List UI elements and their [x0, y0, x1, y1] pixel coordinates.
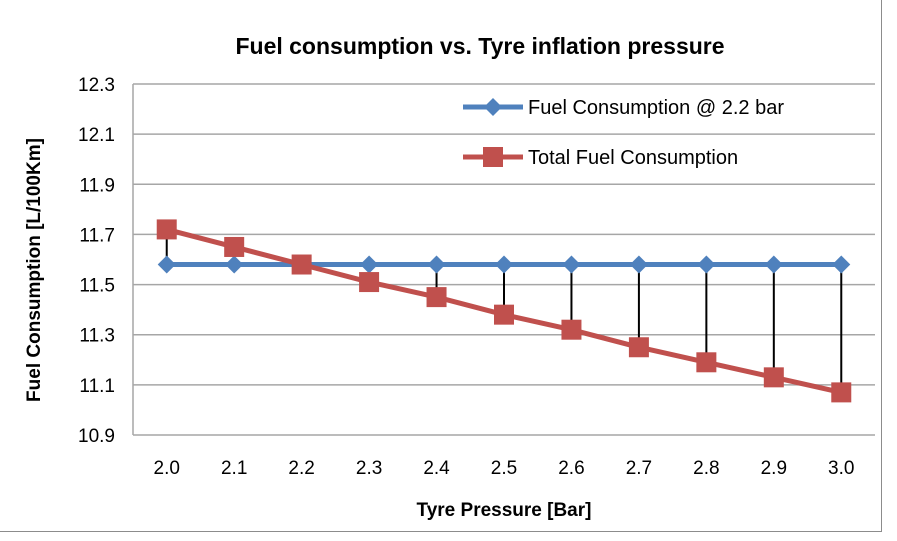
diamond-marker — [764, 255, 783, 274]
diamond-marker — [484, 98, 502, 116]
diamond-marker — [629, 255, 648, 274]
square-marker — [763, 367, 784, 388]
diamond-marker — [427, 255, 446, 274]
y-axis-label: Fuel Consumption [L/100Km] — [24, 138, 45, 402]
square-marker — [696, 352, 717, 373]
diamond-marker — [225, 255, 244, 274]
square-marker — [156, 219, 177, 240]
y-tick-label: 11.7 — [79, 225, 115, 246]
chart-frame — [0, 0, 882, 532]
diamond-marker — [697, 255, 716, 274]
y-tick-label: 11.9 — [79, 175, 115, 196]
square-marker — [561, 319, 582, 340]
x-tick-label: 2.7 — [626, 458, 652, 479]
square-marker — [628, 337, 649, 358]
legend-label: Total Fuel Consumption — [528, 147, 738, 169]
x-tick-label: 3.0 — [828, 458, 854, 479]
y-tick-label: 10.9 — [78, 426, 115, 447]
x-axis-label: Tyre Pressure [Bar] — [417, 500, 592, 521]
diamond-marker — [157, 255, 176, 274]
square-marker — [831, 382, 852, 403]
square-marker — [483, 147, 503, 167]
x-tick-label: 2.1 — [221, 458, 247, 479]
diamond-marker — [495, 255, 513, 274]
diamond-marker — [832, 255, 851, 274]
x-tick-label: 2.6 — [558, 458, 584, 479]
square-marker — [224, 236, 245, 257]
x-tick-label: 2.5 — [491, 458, 517, 479]
x-tick-label: 2.8 — [693, 458, 719, 479]
x-tick-label: 2.2 — [288, 458, 314, 479]
square-marker — [494, 304, 514, 325]
square-marker — [359, 272, 380, 293]
y-tick-label: 12.1 — [78, 125, 115, 146]
y-tick-label: 11.1 — [79, 376, 115, 397]
x-tick-label: 2.3 — [356, 458, 382, 479]
square-marker — [291, 254, 312, 275]
x-tick-label: 2.4 — [423, 458, 450, 479]
x-tick-label: 2.0 — [154, 458, 180, 479]
legend-bg — [455, 85, 870, 121]
y-tick-label: 12.3 — [78, 75, 115, 96]
diamond-marker — [562, 255, 581, 274]
y-tick-label: 11.5 — [79, 276, 115, 297]
legend-bg — [455, 135, 870, 171]
legend-label: Fuel Consumption @ 2.2 bar — [528, 97, 784, 119]
square-marker — [426, 287, 447, 308]
chart-title: Fuel consumption vs. Tyre inflation pres… — [235, 33, 724, 59]
diamond-marker — [360, 255, 379, 274]
y-tick-label: 11.3 — [79, 326, 115, 347]
x-tick-label: 2.9 — [761, 458, 787, 479]
